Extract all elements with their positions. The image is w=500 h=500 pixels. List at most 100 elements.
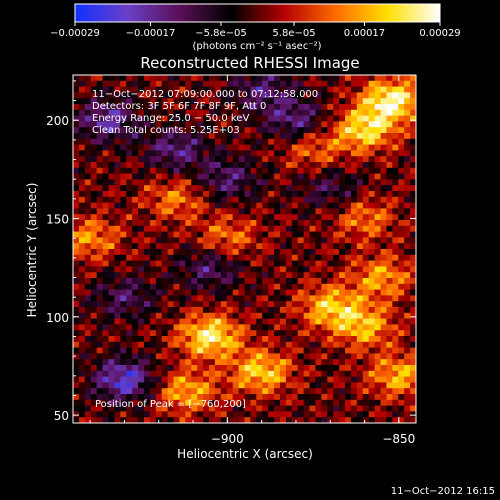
heatmap-cell [297, 104, 305, 111]
heatmap-cell [291, 411, 299, 418]
heatmap-cell [333, 150, 340, 157]
heatmap-cell [345, 301, 352, 308]
heatmap-cell [368, 162, 375, 169]
heatmap-cell [78, 231, 86, 238]
heatmap-cell [108, 231, 115, 238]
heatmap-cell [374, 115, 381, 122]
heatmap-cell [297, 301, 305, 308]
heatmap-cell [345, 394, 352, 401]
heatmap-cell [321, 312, 328, 319]
heatmap-cell [350, 80, 358, 87]
heatmap-cell [274, 92, 281, 99]
heatmap-cell [78, 318, 86, 325]
heatmap-cell [291, 301, 299, 308]
heatmap-cell [114, 214, 121, 221]
heatmap-cell [291, 167, 299, 174]
heatmap-cell [185, 353, 192, 360]
heatmap-cell [90, 214, 98, 221]
heatmap-cell [279, 312, 287, 319]
heatmap-cell [268, 283, 275, 290]
heatmap-cell [120, 324, 127, 331]
heatmap-cell [114, 75, 121, 82]
heatmap-cell [143, 272, 151, 279]
heatmap-cell [274, 359, 281, 366]
heatmap-cell [315, 208, 322, 215]
heatmap-cell [309, 115, 316, 122]
heatmap-cell [303, 376, 310, 383]
heatmap-cell [380, 150, 387, 157]
heatmap-cell [327, 231, 334, 238]
heatmap-cell [321, 75, 328, 82]
heatmap-cell [279, 353, 287, 360]
heatmap-cell [102, 214, 109, 221]
heatmap-cell [362, 307, 370, 314]
heatmap-cell [291, 307, 299, 314]
heatmap-cell [404, 214, 411, 221]
heatmap-cell [321, 417, 328, 423]
heatmap-cell [220, 109, 228, 116]
heatmap-cell [102, 272, 109, 279]
heatmap-cell [185, 144, 192, 151]
heatmap-cell [173, 376, 180, 383]
heatmap-cell [244, 92, 251, 99]
heatmap-cell [226, 307, 234, 314]
heatmap-cell [356, 249, 364, 256]
heatmap-cell [96, 133, 103, 140]
heatmap-cell [256, 231, 263, 238]
heatmap-cell [226, 278, 234, 285]
heatmap-cell [149, 133, 157, 140]
heatmap-cell [167, 133, 174, 140]
heatmap-cell [138, 127, 145, 134]
heatmap-cell [350, 278, 358, 285]
heatmap-cell [309, 196, 316, 203]
heatmap-cell [410, 353, 416, 360]
heatmap-cell [345, 336, 352, 343]
heatmap-cell [250, 312, 257, 319]
heatmap-cell [362, 104, 370, 111]
heatmap-cell [185, 295, 192, 302]
heatmap-cell [274, 156, 281, 163]
heatmap-cell [238, 173, 245, 180]
heatmap-cell [398, 237, 405, 244]
heatmap-cell [315, 225, 322, 232]
heatmap-cell [362, 295, 370, 302]
heatmap-cell [126, 353, 133, 360]
heatmap-cell [404, 307, 411, 314]
heatmap-cell [321, 347, 328, 354]
heatmap-cell [161, 150, 169, 157]
heatmap-cell [268, 399, 275, 406]
heatmap-cell [315, 272, 322, 279]
heatmap-cell [374, 127, 381, 134]
heatmap-cell [108, 173, 115, 180]
heatmap-cell [126, 196, 133, 203]
heatmap-cell [232, 208, 239, 215]
heatmap-cell [96, 324, 103, 331]
heatmap-cell [374, 295, 381, 302]
heatmap-cell [238, 179, 245, 186]
heatmap-cell [327, 341, 334, 348]
heatmap-cell [149, 289, 157, 296]
heatmap-cell [120, 399, 127, 406]
heatmap-cell [173, 243, 180, 250]
heatmap-cell [398, 272, 405, 279]
heatmap-cell [126, 237, 133, 244]
heatmap-cell [321, 359, 328, 366]
heatmap-cell [368, 249, 375, 256]
heatmap-cell [350, 104, 358, 111]
heatmap-cell [120, 278, 127, 285]
heatmap-cell [108, 144, 115, 151]
heatmap-cell [297, 365, 305, 372]
heatmap-cell [191, 283, 198, 290]
heatmap-cell [167, 376, 174, 383]
heatmap-cell [197, 336, 204, 343]
heatmap-cell [398, 336, 405, 343]
heatmap-cell [368, 115, 375, 122]
heatmap-cell [90, 237, 98, 244]
heatmap-cell [226, 86, 234, 93]
heatmap-cell [220, 185, 228, 192]
heatmap-cell [392, 266, 399, 273]
heatmap-cell [404, 220, 411, 227]
heatmap-cell [203, 115, 210, 122]
heatmap-cell [321, 370, 328, 377]
heatmap-cell [108, 225, 115, 232]
